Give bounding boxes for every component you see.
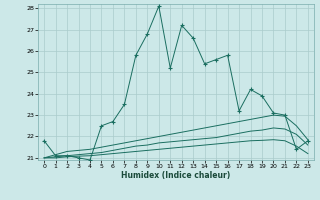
X-axis label: Humidex (Indice chaleur): Humidex (Indice chaleur) xyxy=(121,171,231,180)
